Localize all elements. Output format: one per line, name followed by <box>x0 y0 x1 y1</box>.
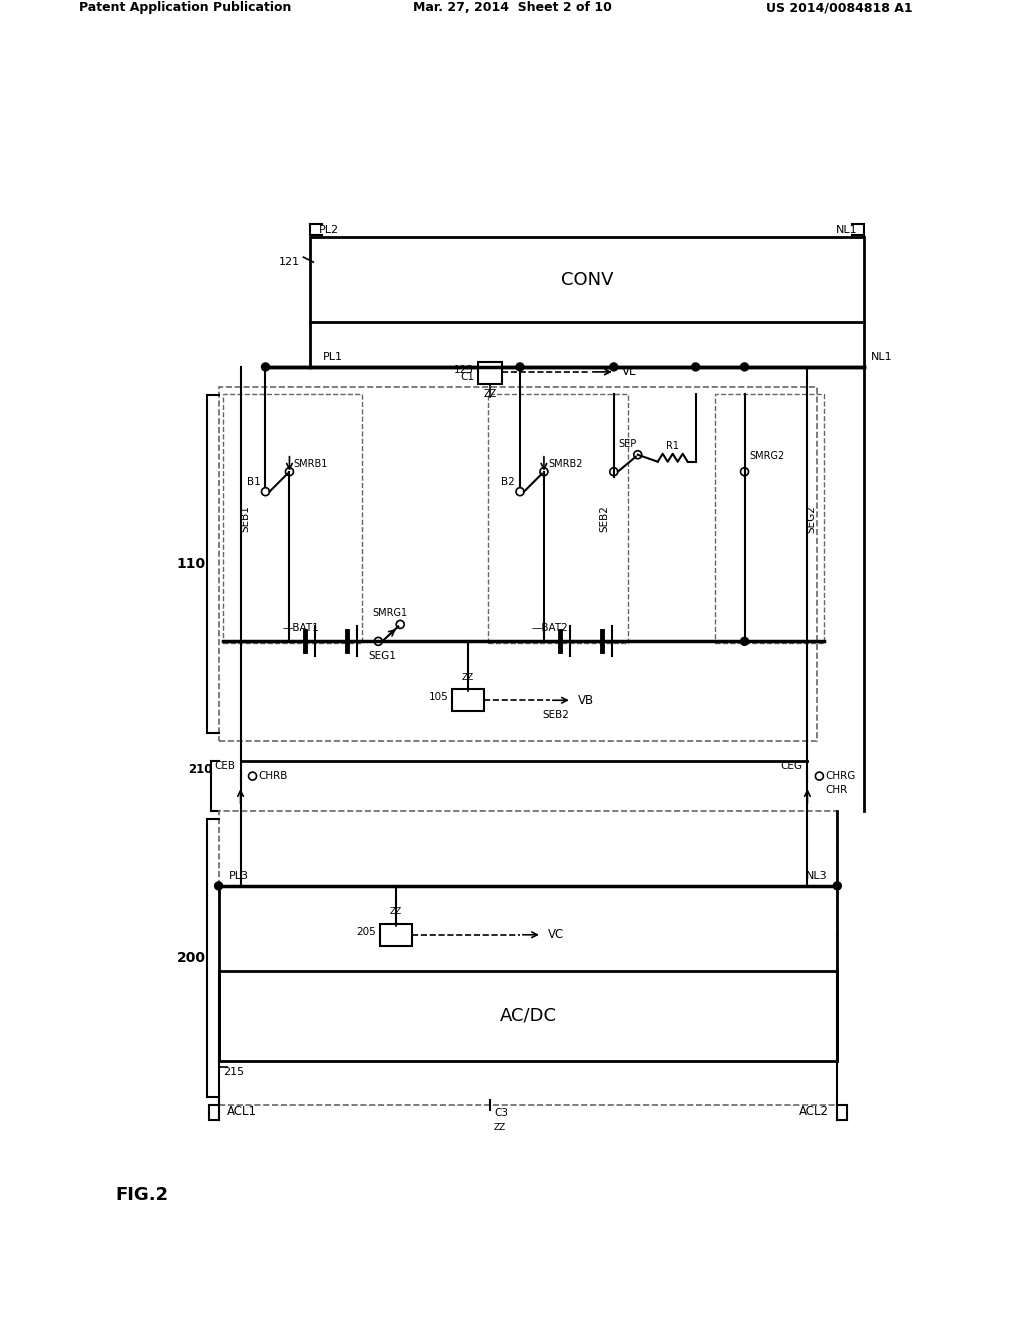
Text: SMRG1: SMRG1 <box>373 609 408 619</box>
Bar <box>478 362 502 384</box>
Text: ACL1: ACL1 <box>226 1105 257 1118</box>
Text: —BAT1: —BAT1 <box>282 623 318 634</box>
Text: · · ·: · · · <box>582 635 602 648</box>
Circle shape <box>215 882 222 890</box>
Text: SEB2: SEB2 <box>542 710 568 721</box>
Text: SEG1: SEG1 <box>369 651 396 661</box>
Bar <box>715 393 824 643</box>
Text: CHRG: CHRG <box>825 771 856 781</box>
Text: PL3: PL3 <box>228 871 249 880</box>
Text: FIG.2: FIG.2 <box>116 1187 169 1204</box>
Text: VL: VL <box>622 366 636 379</box>
Text: SEB1: SEB1 <box>241 506 251 532</box>
Circle shape <box>261 363 269 371</box>
Text: NL1: NL1 <box>836 226 857 235</box>
Text: B1: B1 <box>247 477 260 487</box>
Text: 210: 210 <box>188 763 213 776</box>
Text: —BAT2: —BAT2 <box>531 623 568 634</box>
Text: · · ·: · · · <box>328 635 347 648</box>
Text: SMRB2: SMRB2 <box>548 459 583 469</box>
Text: ZZ: ZZ <box>483 389 497 399</box>
Circle shape <box>740 363 749 371</box>
Text: CHRB: CHRB <box>258 771 288 781</box>
Text: SEP: SEP <box>618 438 637 449</box>
Bar <box>222 393 362 643</box>
Text: 121: 121 <box>280 257 300 267</box>
Text: 105: 105 <box>428 692 449 702</box>
Text: C3: C3 <box>494 1109 508 1118</box>
Text: VC: VC <box>548 928 564 941</box>
Bar <box>218 970 838 1060</box>
Text: CEG: CEG <box>780 762 803 771</box>
Text: 110: 110 <box>176 557 206 572</box>
Circle shape <box>691 363 699 371</box>
Text: 215: 215 <box>223 1068 245 1077</box>
Text: US 2014/0084818 A1: US 2014/0084818 A1 <box>766 1 912 15</box>
Circle shape <box>610 363 617 371</box>
Bar <box>488 393 628 643</box>
Text: C1: C1 <box>460 372 474 381</box>
Text: 125: 125 <box>455 364 474 375</box>
Bar <box>310 238 864 322</box>
Text: 200: 200 <box>176 952 206 965</box>
Text: ZZ: ZZ <box>390 907 402 916</box>
Circle shape <box>834 882 842 890</box>
Text: CHR: CHR <box>825 785 848 795</box>
Text: SEG2: SEG2 <box>806 504 816 532</box>
Text: SEB2: SEB2 <box>600 506 610 532</box>
Bar <box>380 924 413 945</box>
Text: NL1: NL1 <box>871 352 893 362</box>
Text: Patent Application Publication: Patent Application Publication <box>80 1 292 15</box>
Bar <box>218 387 817 741</box>
Text: SMRG2: SMRG2 <box>750 450 784 461</box>
Text: PL2: PL2 <box>318 226 339 235</box>
Text: B2: B2 <box>501 477 515 487</box>
Text: VB: VB <box>578 694 594 706</box>
Text: PL1: PL1 <box>323 352 342 362</box>
Bar <box>453 689 484 711</box>
Text: NL3: NL3 <box>806 871 827 880</box>
Text: R1: R1 <box>667 441 679 450</box>
Text: 205: 205 <box>356 927 376 937</box>
Text: ACL2: ACL2 <box>800 1105 829 1118</box>
Text: AC/DC: AC/DC <box>500 1007 556 1024</box>
Text: Mar. 27, 2014  Sheet 2 of 10: Mar. 27, 2014 Sheet 2 of 10 <box>413 1 611 15</box>
Text: ZZ: ZZ <box>462 673 474 682</box>
Circle shape <box>740 638 749 645</box>
Bar <box>218 810 838 1105</box>
Text: CONV: CONV <box>561 271 613 289</box>
Text: SMRB1: SMRB1 <box>294 459 328 469</box>
Text: CEB: CEB <box>215 762 236 771</box>
Circle shape <box>516 363 524 371</box>
Text: ZZ: ZZ <box>494 1123 506 1131</box>
